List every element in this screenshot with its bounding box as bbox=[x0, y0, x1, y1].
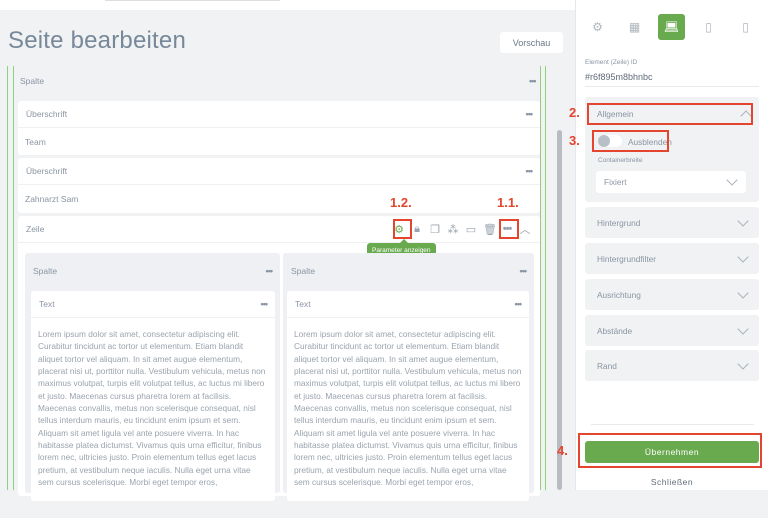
general-label: Allgemein bbox=[597, 109, 634, 119]
column-label: Spalte bbox=[33, 266, 58, 276]
row-label: Zeile bbox=[26, 224, 45, 234]
outer-column-label: Spalte bbox=[20, 76, 45, 86]
container-border bbox=[7, 66, 8, 490]
annotation-label: 3. bbox=[569, 133, 580, 148]
close-button[interactable]: Schließen bbox=[650, 477, 694, 487]
hide-label: Ausblenden bbox=[628, 137, 672, 147]
annotation-label: 1.1. bbox=[497, 195, 519, 210]
column-more-button[interactable]: ••• bbox=[265, 266, 274, 276]
text-block[interactable]: Text ••• Lorem ipsum dolor sit amet, cons… bbox=[287, 291, 529, 501]
chevron-down-icon bbox=[726, 174, 738, 186]
container-border bbox=[540, 66, 541, 490]
element-id: #r6f895m8bhnbc bbox=[585, 72, 653, 82]
row-more-button[interactable]: ••• bbox=[502, 223, 513, 235]
text-content: Lorem ipsum dolor sit amet, consectetur … bbox=[294, 329, 522, 488]
hide-toggle[interactable] bbox=[598, 135, 622, 147]
chevron-up-icon[interactable]: ︿ bbox=[519, 224, 531, 236]
section-label: Abstände bbox=[597, 325, 633, 336]
scrollbar-thumb[interactable] bbox=[557, 130, 562, 490]
apply-button[interactable]: Übernehmen bbox=[585, 441, 759, 463]
block-content: Team bbox=[25, 136, 46, 147]
column-label: Spalte bbox=[291, 266, 316, 276]
container-border bbox=[13, 66, 14, 490]
presentation-icon[interactable]: ▭ bbox=[465, 223, 477, 236]
annotation-box bbox=[578, 433, 762, 468]
copy-icon[interactable]: ❐ bbox=[430, 223, 440, 236]
section-hintergrundfilter[interactable]: Hintergrundfilter bbox=[585, 243, 759, 274]
block-type: Überschrift bbox=[26, 109, 68, 119]
settings-panel: ⚙ ▦ 💻︎ ▯ ▯ Element (Zeile) ID #r6f895m8b… bbox=[575, 0, 768, 490]
heading-block[interactable]: Überschrift ••• Zahnarzt Sam bbox=[18, 158, 540, 213]
grid-icon[interactable]: ▦ bbox=[628, 20, 641, 34]
select-value: Fixiert bbox=[604, 177, 627, 187]
chevron-down-icon bbox=[737, 250, 749, 263]
outer-column-more-button[interactable]: ••• bbox=[529, 76, 537, 86]
text-block[interactable]: Text ••• Lorem ipsum dolor sit amet, cons… bbox=[31, 291, 275, 501]
column[interactable]: Spalte ••• Text ••• Lorem ipsum dolor sit … bbox=[25, 253, 280, 501]
heading-block[interactable]: Überschrift ••• Team bbox=[18, 101, 540, 155]
element-id-label: Element (Zeile) ID bbox=[585, 59, 638, 66]
column[interactable]: Spalte ••• Text ••• Lorem ipsum dolor sit … bbox=[283, 253, 534, 501]
chevron-down-icon bbox=[737, 214, 749, 227]
section-label: Hintergrund bbox=[597, 217, 641, 228]
section-label: Rand bbox=[597, 360, 617, 371]
gear-icon[interactable]: ⚙ bbox=[592, 20, 603, 34]
section-label: Hintergrundfilter bbox=[597, 253, 657, 264]
block-content: Zahnarzt Sam bbox=[25, 193, 79, 204]
annotation-box bbox=[499, 219, 519, 239]
container-width-label: Containerbreite bbox=[598, 157, 643, 164]
block-more-button[interactable]: ••• bbox=[514, 299, 523, 309]
page-title: Seite bearbeiten bbox=[8, 27, 186, 54]
container-border bbox=[545, 66, 546, 490]
section-abstaende[interactable]: Abstände bbox=[585, 315, 759, 346]
general-header[interactable]: Allgemein bbox=[591, 104, 756, 124]
column-more-button[interactable]: ••• bbox=[519, 266, 528, 276]
container-width-select[interactable]: Fixiert bbox=[596, 171, 746, 193]
block-type: Überschrift bbox=[26, 166, 68, 176]
blocks-icon[interactable]: ⁂ bbox=[447, 223, 459, 236]
annotation-box bbox=[587, 103, 753, 125]
tablet-icon[interactable]: ▯ bbox=[705, 20, 712, 34]
section-hintergrund[interactable]: Hintergrund bbox=[585, 207, 759, 238]
chevron-down-icon bbox=[737, 286, 749, 299]
annotation-label: 4. bbox=[557, 443, 568, 458]
section-label: Ausrichtung bbox=[597, 289, 641, 300]
top-bar bbox=[0, 0, 768, 10]
text-content: Lorem ipsum dolor sit amet, consectetur … bbox=[38, 329, 266, 488]
chevron-down-icon bbox=[737, 322, 749, 335]
lock-icon[interactable]: 🔒︎ bbox=[414, 222, 420, 235]
divider bbox=[585, 86, 759, 87]
gear-icon[interactable]: ⚙ bbox=[394, 223, 404, 236]
preview-button[interactable]: Vorschau bbox=[500, 32, 563, 53]
section-rand[interactable]: Rand bbox=[585, 350, 759, 381]
annotation-box bbox=[592, 130, 669, 152]
block-more-button[interactable]: ••• bbox=[525, 166, 534, 176]
block-more-button[interactable]: ••• bbox=[260, 299, 269, 309]
section-ausrichtung[interactable]: Ausrichtung bbox=[585, 279, 759, 310]
desktop-icon[interactable]: 💻︎ bbox=[658, 14, 685, 40]
mobile-icon[interactable]: ▯ bbox=[742, 20, 749, 34]
annotation-label: 2. bbox=[569, 105, 580, 120]
block-type: Text bbox=[39, 299, 55, 309]
scrollbar[interactable] bbox=[557, 66, 563, 490]
block-type: Text bbox=[295, 299, 311, 309]
trash-icon[interactable]: 🗑︎ bbox=[483, 223, 497, 236]
row-toolbar: ⚙ 🔒︎ ❐ ⁂ ▭ 🗑︎ ••• ︿ bbox=[393, 221, 531, 237]
divider bbox=[591, 424, 754, 425]
block-more-button[interactable]: ••• bbox=[525, 109, 534, 119]
annotation-box bbox=[393, 219, 412, 239]
annotation-label: 1.2. bbox=[390, 195, 412, 210]
chevron-down-icon bbox=[737, 357, 749, 370]
